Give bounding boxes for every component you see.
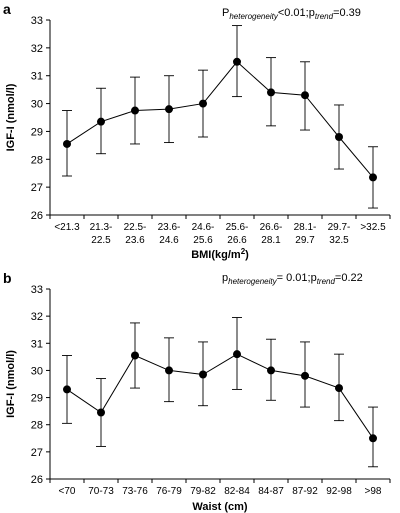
- y-tick-label: 31: [31, 71, 43, 83]
- x-tick-label: <70: [59, 486, 76, 497]
- data-point: [233, 57, 241, 66]
- x-tick-label: 70-73: [88, 486, 114, 497]
- x-tick-label: 21.3-22.5: [90, 222, 113, 246]
- x-tick-label: 26.6-28.1: [260, 222, 283, 246]
- x-tick-label: 73-76: [122, 486, 148, 497]
- data-point: [335, 384, 343, 393]
- series-line: [66, 353, 374, 439]
- y-tick-label: 30: [31, 365, 43, 377]
- data-point: [199, 99, 207, 108]
- y-axis-title: IGF-I (nmol/l): [5, 350, 17, 418]
- data-point: [199, 370, 207, 379]
- data-point: [301, 371, 309, 380]
- y-tick-label: 26: [31, 474, 43, 486]
- y-tick-label: 28: [31, 154, 43, 166]
- y-tick-label: 31: [31, 338, 43, 350]
- y-tick-label: 32: [31, 311, 43, 323]
- panel-label: b: [3, 270, 12, 286]
- data-point: [97, 408, 105, 417]
- data-point: [335, 133, 343, 141]
- x-tick-label: 92-98: [326, 486, 352, 497]
- x-tick-label: 23.6-24.6: [158, 222, 181, 246]
- x-tick-label: 87-92: [292, 486, 318, 497]
- y-tick-label: 30: [31, 99, 43, 111]
- y-tick-label: 33: [31, 284, 43, 296]
- data-point: [267, 88, 275, 97]
- x-axis-title: Waist (cm): [192, 501, 248, 513]
- panel-label: a: [3, 1, 11, 17]
- y-tick-label: 28: [31, 420, 43, 432]
- x-tick-label: 24.6-25.6: [192, 222, 215, 246]
- data-point: [131, 351, 139, 360]
- x-tick-label: 76-79: [156, 486, 182, 497]
- data-point: [63, 385, 71, 394]
- x-tick-label: <21.3: [54, 222, 80, 233]
- x-tick-label: 82-84: [224, 486, 250, 497]
- data-point: [165, 366, 173, 375]
- x-tick-label: 84-87: [258, 486, 284, 497]
- data-point: [301, 91, 309, 100]
- data-point: [369, 434, 377, 443]
- y-tick-label: 29: [31, 393, 43, 405]
- y-tick-label: 27: [31, 447, 43, 459]
- y-tick-label: 29: [31, 126, 43, 138]
- data-point: [131, 106, 139, 115]
- x-tick-label: 79-82: [190, 486, 216, 497]
- y-tick-label: 27: [31, 182, 43, 194]
- x-tick-label: 25.6-26.6: [226, 222, 249, 246]
- data-point: [63, 139, 71, 148]
- x-tick-label: 28.1-29.7: [294, 222, 317, 246]
- y-tick-label: 32: [31, 43, 43, 55]
- x-tick-label: 22.5-23.6: [124, 222, 147, 246]
- y-tick-label: 26: [31, 210, 43, 222]
- p-value-annotation: Pheterogeneity<0.01;ptrend=0.39: [222, 7, 361, 21]
- x-tick-label: 29.7-32.5: [328, 222, 351, 246]
- x-axis-title: BMI(kg/m2): [191, 247, 249, 262]
- data-point: [233, 350, 241, 359]
- data-point: [369, 173, 377, 182]
- data-point: [165, 105, 173, 114]
- y-axis-title: IGF-I (nmol/l): [5, 83, 17, 151]
- panel-a: a Pheterogeneity<0.01;ptrend=0.39 26 27 28 29…: [3, 1, 391, 262]
- x-tick-label: >98: [365, 486, 382, 497]
- x-tick-label: >32.5: [360, 222, 386, 233]
- series-line: [66, 61, 374, 178]
- data-point: [97, 117, 105, 126]
- panel-b: b pheterogeneity= 0.01;ptrend=0.22 26 27 28 2…: [3, 270, 391, 513]
- p-value-annotation: pheterogeneity= 0.01;ptrend=0.22: [222, 272, 363, 286]
- data-point: [267, 366, 275, 375]
- y-tick-label: 33: [31, 15, 43, 27]
